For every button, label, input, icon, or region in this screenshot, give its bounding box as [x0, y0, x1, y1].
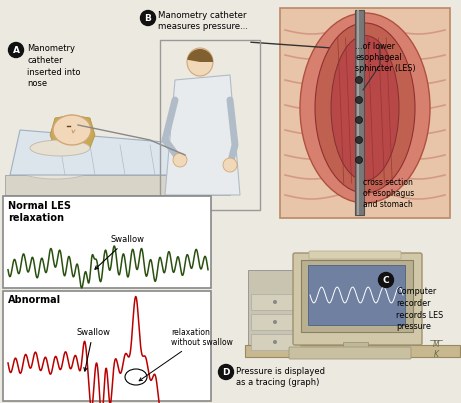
- Text: Manometry
catheter
inserted into
nose: Manometry catheter inserted into nose: [27, 44, 81, 88]
- Ellipse shape: [187, 48, 213, 76]
- FancyBboxPatch shape: [280, 8, 450, 218]
- Text: relaxation
without swallow: relaxation without swallow: [139, 328, 233, 381]
- Circle shape: [355, 77, 362, 83]
- Polygon shape: [165, 75, 240, 195]
- Ellipse shape: [300, 13, 430, 203]
- Circle shape: [8, 42, 24, 58]
- Text: Abnormal: Abnormal: [8, 295, 61, 305]
- FancyBboxPatch shape: [309, 251, 401, 259]
- FancyBboxPatch shape: [3, 196, 211, 288]
- Ellipse shape: [57, 117, 87, 139]
- Circle shape: [273, 340, 277, 344]
- Circle shape: [273, 300, 277, 304]
- Ellipse shape: [331, 35, 399, 181]
- FancyBboxPatch shape: [251, 334, 300, 350]
- Text: M
K: M K: [433, 340, 439, 359]
- Ellipse shape: [30, 140, 90, 156]
- FancyBboxPatch shape: [293, 253, 422, 345]
- FancyBboxPatch shape: [3, 291, 211, 401]
- Text: Swallow: Swallow: [76, 328, 110, 371]
- Polygon shape: [5, 175, 230, 195]
- Text: cross section
of esophagus
and stomach: cross section of esophagus and stomach: [363, 178, 414, 209]
- Circle shape: [223, 158, 237, 172]
- Circle shape: [355, 156, 362, 164]
- FancyBboxPatch shape: [308, 265, 405, 325]
- FancyBboxPatch shape: [245, 345, 460, 357]
- Text: Swallow: Swallow: [95, 235, 144, 269]
- Text: A: A: [12, 46, 19, 55]
- Text: ...of lower
esophageal
sphincter (LES): ...of lower esophageal sphincter (LES): [355, 42, 416, 73]
- FancyBboxPatch shape: [251, 294, 300, 310]
- FancyBboxPatch shape: [301, 260, 413, 332]
- FancyBboxPatch shape: [355, 10, 364, 215]
- Text: C: C: [383, 276, 389, 285]
- Text: D: D: [222, 368, 230, 377]
- FancyBboxPatch shape: [357, 10, 359, 215]
- Circle shape: [219, 364, 234, 380]
- Text: Normal LES
relaxation: Normal LES relaxation: [8, 201, 71, 223]
- FancyBboxPatch shape: [289, 347, 411, 359]
- Circle shape: [355, 116, 362, 123]
- Text: B: B: [145, 14, 151, 23]
- Circle shape: [141, 10, 155, 25]
- Circle shape: [355, 96, 362, 104]
- FancyBboxPatch shape: [248, 270, 303, 348]
- Polygon shape: [50, 115, 95, 152]
- Text: Pressure is displayed
as a tracing (graph): Pressure is displayed as a tracing (grap…: [236, 367, 325, 387]
- Text: Computer
recorder
records LES
pressure: Computer recorder records LES pressure: [396, 287, 443, 331]
- Circle shape: [355, 137, 362, 143]
- Wedge shape: [187, 49, 213, 62]
- Circle shape: [273, 320, 277, 324]
- Circle shape: [173, 153, 187, 167]
- Ellipse shape: [315, 23, 415, 193]
- Ellipse shape: [20, 161, 90, 179]
- Circle shape: [378, 272, 394, 287]
- Ellipse shape: [53, 115, 91, 145]
- Polygon shape: [10, 130, 210, 175]
- FancyBboxPatch shape: [251, 314, 300, 330]
- Text: Manometry catheter
measures pressure...: Manometry catheter measures pressure...: [158, 11, 248, 31]
- FancyBboxPatch shape: [343, 342, 368, 350]
